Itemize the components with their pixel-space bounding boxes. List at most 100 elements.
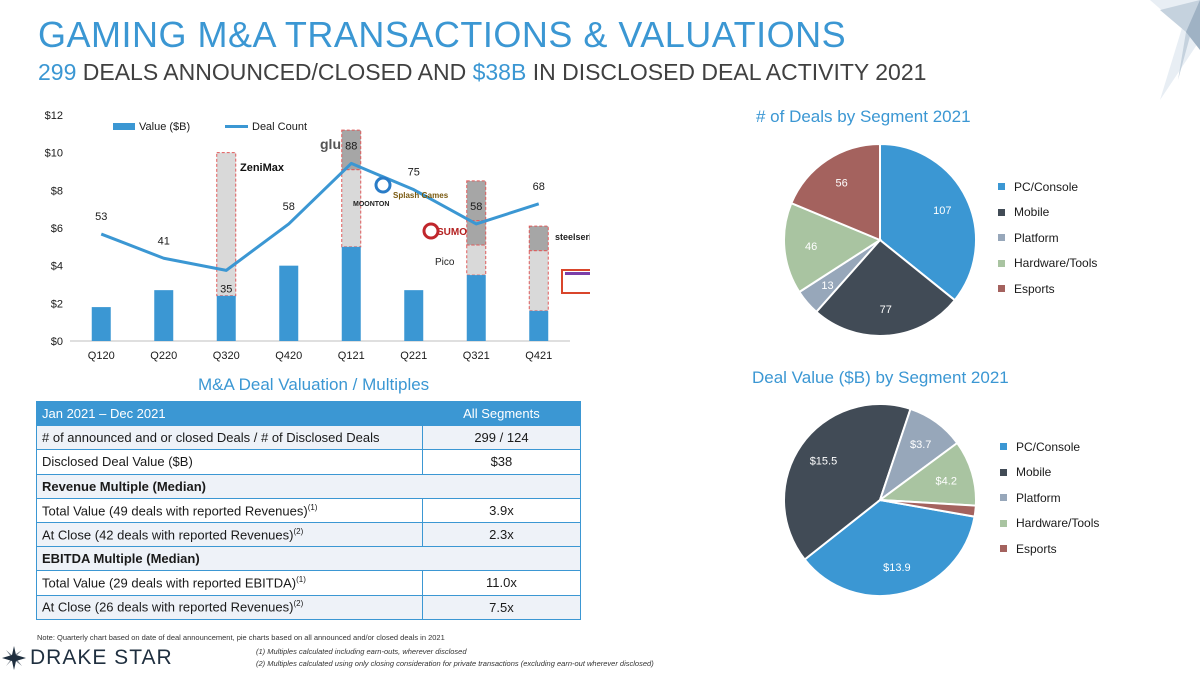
x-tick-label: Q420 bbox=[275, 350, 302, 362]
row-label-text: At Close (42 deals with reported Revenue… bbox=[42, 527, 294, 543]
row-label-text: At Close (26 deals with reported Revenue… bbox=[42, 599, 294, 615]
footnote-1: (1) Multiples calculated including earn-… bbox=[256, 647, 467, 656]
value-bars bbox=[91, 246, 549, 341]
deal-logo-zenimax: ZeniMax bbox=[240, 162, 285, 174]
highlight-deal-segment bbox=[466, 219, 487, 246]
valuation-table: Jan 2021 – Dec 2021 All Segments # of an… bbox=[36, 400, 582, 620]
deal-logo-steelseries: steelseries bbox=[555, 232, 590, 242]
table-row: At Close (26 deals with reported Revenue… bbox=[36, 594, 582, 620]
legend-item-platform: Platform bbox=[998, 225, 1097, 251]
row-value: $38 bbox=[421, 449, 582, 475]
y-tick-label: $12 bbox=[45, 110, 63, 122]
value-pie-title: Deal Value ($B) by Segment 2021 bbox=[752, 368, 1009, 387]
value-bar bbox=[404, 290, 424, 341]
valuation-period-header: Jan 2021 – Dec 2021 bbox=[36, 400, 423, 427]
x-axis-labels: Q120 Q220 Q320 Q420 Q121 Q221 Q321 Q421 bbox=[88, 350, 552, 362]
footnote-2: (2) Multiples calculated using only clos… bbox=[256, 659, 654, 668]
highlight-deal-segment bbox=[528, 225, 549, 252]
x-tick-label: Q221 bbox=[400, 350, 427, 362]
deal-count-label: 58 bbox=[470, 201, 482, 213]
value-bar bbox=[279, 265, 299, 341]
y-tick-label: $6 bbox=[51, 223, 63, 235]
deal-count-label: 41 bbox=[158, 235, 170, 247]
y-tick-label: $8 bbox=[51, 185, 63, 197]
row-label: # of announced and or closed Deals / # o… bbox=[36, 425, 423, 451]
row-label-text: Total Value (29 deals with reported EBIT… bbox=[42, 575, 297, 591]
legend-item-hardware-tools: Hardware/Tools bbox=[998, 251, 1097, 277]
value-bar bbox=[341, 246, 361, 341]
subtitle-deal-count: 299 bbox=[38, 59, 77, 85]
legend-label: Platform bbox=[1016, 490, 1061, 505]
legend-swatch bbox=[998, 285, 1005, 293]
value-bar bbox=[466, 275, 486, 341]
legend-swatch-value bbox=[113, 123, 135, 130]
value-by-segment-pie: $13.9 $15.5 $3.7 $4.2 bbox=[783, 403, 977, 597]
highlight-deal-segment bbox=[466, 244, 487, 276]
revenue-multiple-heading: Revenue Multiple (Median) bbox=[36, 473, 581, 499]
row-value: 3.9x bbox=[421, 497, 582, 523]
legend-label: Esports bbox=[1014, 281, 1055, 296]
footnote-ref: (1) bbox=[307, 502, 318, 512]
ebitda-multiple-heading: EBITDA Multiple (Median) bbox=[36, 546, 581, 572]
legend-swatch bbox=[998, 208, 1005, 216]
legend-label: Mobile bbox=[1016, 465, 1052, 480]
deal-logo-pico: Pico bbox=[435, 257, 455, 268]
subtitle-deal-value: $38B bbox=[472, 59, 527, 85]
pie-value-label: 56 bbox=[836, 178, 848, 190]
valuation-table-title: M&A Deal Valuation / Multiples bbox=[198, 375, 430, 394]
highlight-deal-segment bbox=[341, 169, 362, 248]
pie-value-label: 13 bbox=[821, 280, 833, 292]
footnote-ref: (2) bbox=[293, 526, 304, 536]
legend-label: PC/Console bbox=[1014, 179, 1079, 194]
pie-value-label: $13.9 bbox=[883, 562, 911, 574]
legend-label-deal-count: Deal Count bbox=[252, 121, 307, 133]
deal-logo-glu: glu bbox=[320, 136, 341, 152]
row-label-text: Total Value (49 deals with reported Reve… bbox=[42, 503, 308, 518]
revenue-multiple-heading-row: Revenue Multiple (Median) bbox=[36, 473, 581, 499]
valuation-segment-header: All Segments bbox=[421, 400, 582, 427]
x-tick-label: Q120 bbox=[88, 350, 115, 362]
y-axis-ticks: $0 $2 $4 $6 $8 $10 $12 bbox=[45, 110, 570, 348]
pie-value-label: 77 bbox=[880, 304, 892, 316]
legend-swatch bbox=[998, 259, 1005, 267]
brand-name: DRAKE STAR bbox=[30, 646, 173, 669]
quarterly-combo-chart: $0 $2 $4 $6 $8 $10 $12 53 41 35 58 88 75 58 68 Q120 Q2… bbox=[45, 110, 590, 362]
footnote-ref: (2) bbox=[293, 599, 304, 609]
y-tick-label: $10 bbox=[45, 148, 63, 160]
pie-slice-esports bbox=[879, 499, 977, 518]
highlight-deal-segment bbox=[466, 180, 487, 221]
pie-value-label: 46 bbox=[805, 241, 817, 253]
deal-count-label: 68 bbox=[533, 181, 545, 193]
deal-count-label: 88 bbox=[345, 140, 357, 152]
deal-logos: ZeniMax glu MOONTON Splash Games SUMO steelse… bbox=[240, 136, 590, 294]
legend-swatch bbox=[1000, 468, 1007, 476]
deal-count-line: 53 41 35 58 88 75 58 68 bbox=[95, 140, 545, 295]
legend-item-hardware-tools: Hardware/Tools bbox=[1000, 511, 1099, 537]
row-value: 7.5x bbox=[421, 594, 582, 620]
value-bar bbox=[529, 310, 549, 341]
row-label: Total Value (49 deals with reported Reve… bbox=[36, 497, 423, 523]
pie-value-label: $4.2 bbox=[936, 475, 957, 487]
value-bar bbox=[91, 307, 111, 341]
highlight-deal-segment bbox=[216, 152, 237, 297]
deal-count-label: 53 bbox=[95, 211, 107, 223]
x-tick-label: Q321 bbox=[463, 350, 490, 362]
valuation-header-row: Jan 2021 – Dec 2021 All Segments bbox=[36, 400, 582, 427]
highlighted-deal-stacks bbox=[216, 129, 549, 312]
table-row: Disclosed Deal Value ($B) $38 bbox=[36, 449, 582, 475]
legend-item-esports: Esports bbox=[1000, 536, 1099, 562]
combo-legend: Value ($B) Deal Count bbox=[113, 121, 307, 133]
page-title: GAMING M&A TRANSACTIONS & VALUATIONS bbox=[38, 14, 847, 55]
deal-logo-box-icon bbox=[561, 269, 590, 294]
legend-label: Hardware/Tools bbox=[1014, 256, 1098, 271]
row-value: 299 / 124 bbox=[421, 425, 582, 451]
drake-star-icon bbox=[2, 646, 26, 670]
row-label: At Close (26 deals with reported Revenue… bbox=[36, 594, 423, 620]
deal-logo-splash-games: Splash Games bbox=[393, 191, 449, 200]
value-bar bbox=[216, 295, 236, 341]
legend-item-pc-console: PC/Console bbox=[998, 174, 1097, 200]
x-tick-label: Q220 bbox=[150, 350, 177, 362]
y-tick-label: $0 bbox=[51, 336, 63, 348]
pie-value-label: $15.5 bbox=[810, 455, 838, 467]
page-subtitle: 299 DEALS ANNOUNCED/CLOSED AND $38B IN D… bbox=[38, 59, 926, 86]
